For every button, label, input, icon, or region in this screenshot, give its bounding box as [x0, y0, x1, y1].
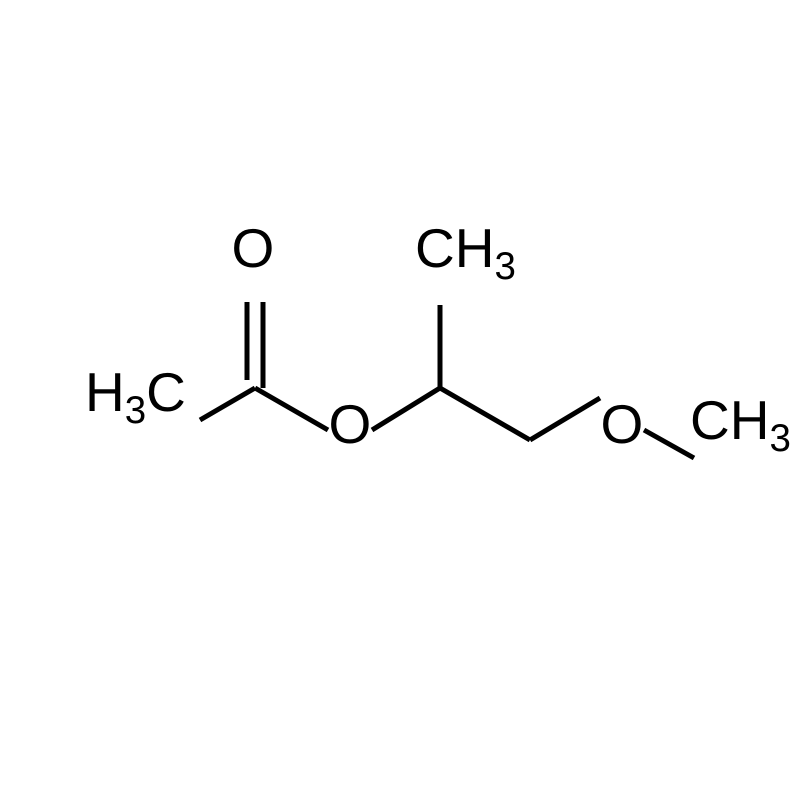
- atom-ether_o: O: [601, 397, 644, 452]
- atom-dbl_o: O: [232, 221, 275, 276]
- atom-h3c_left: H3C: [85, 365, 186, 420]
- bond: [372, 388, 440, 430]
- molecule-diagram: H3C O O CH3 O CH3: [0, 0, 800, 800]
- bond: [530, 398, 600, 440]
- bond: [440, 388, 530, 440]
- atom-ch3_right: CH3: [690, 393, 791, 448]
- atom-ch3_top: CH3: [415, 221, 516, 276]
- atom-ester_o: O: [329, 397, 372, 452]
- bond: [200, 388, 255, 420]
- bond: [644, 430, 694, 458]
- bond: [255, 388, 328, 430]
